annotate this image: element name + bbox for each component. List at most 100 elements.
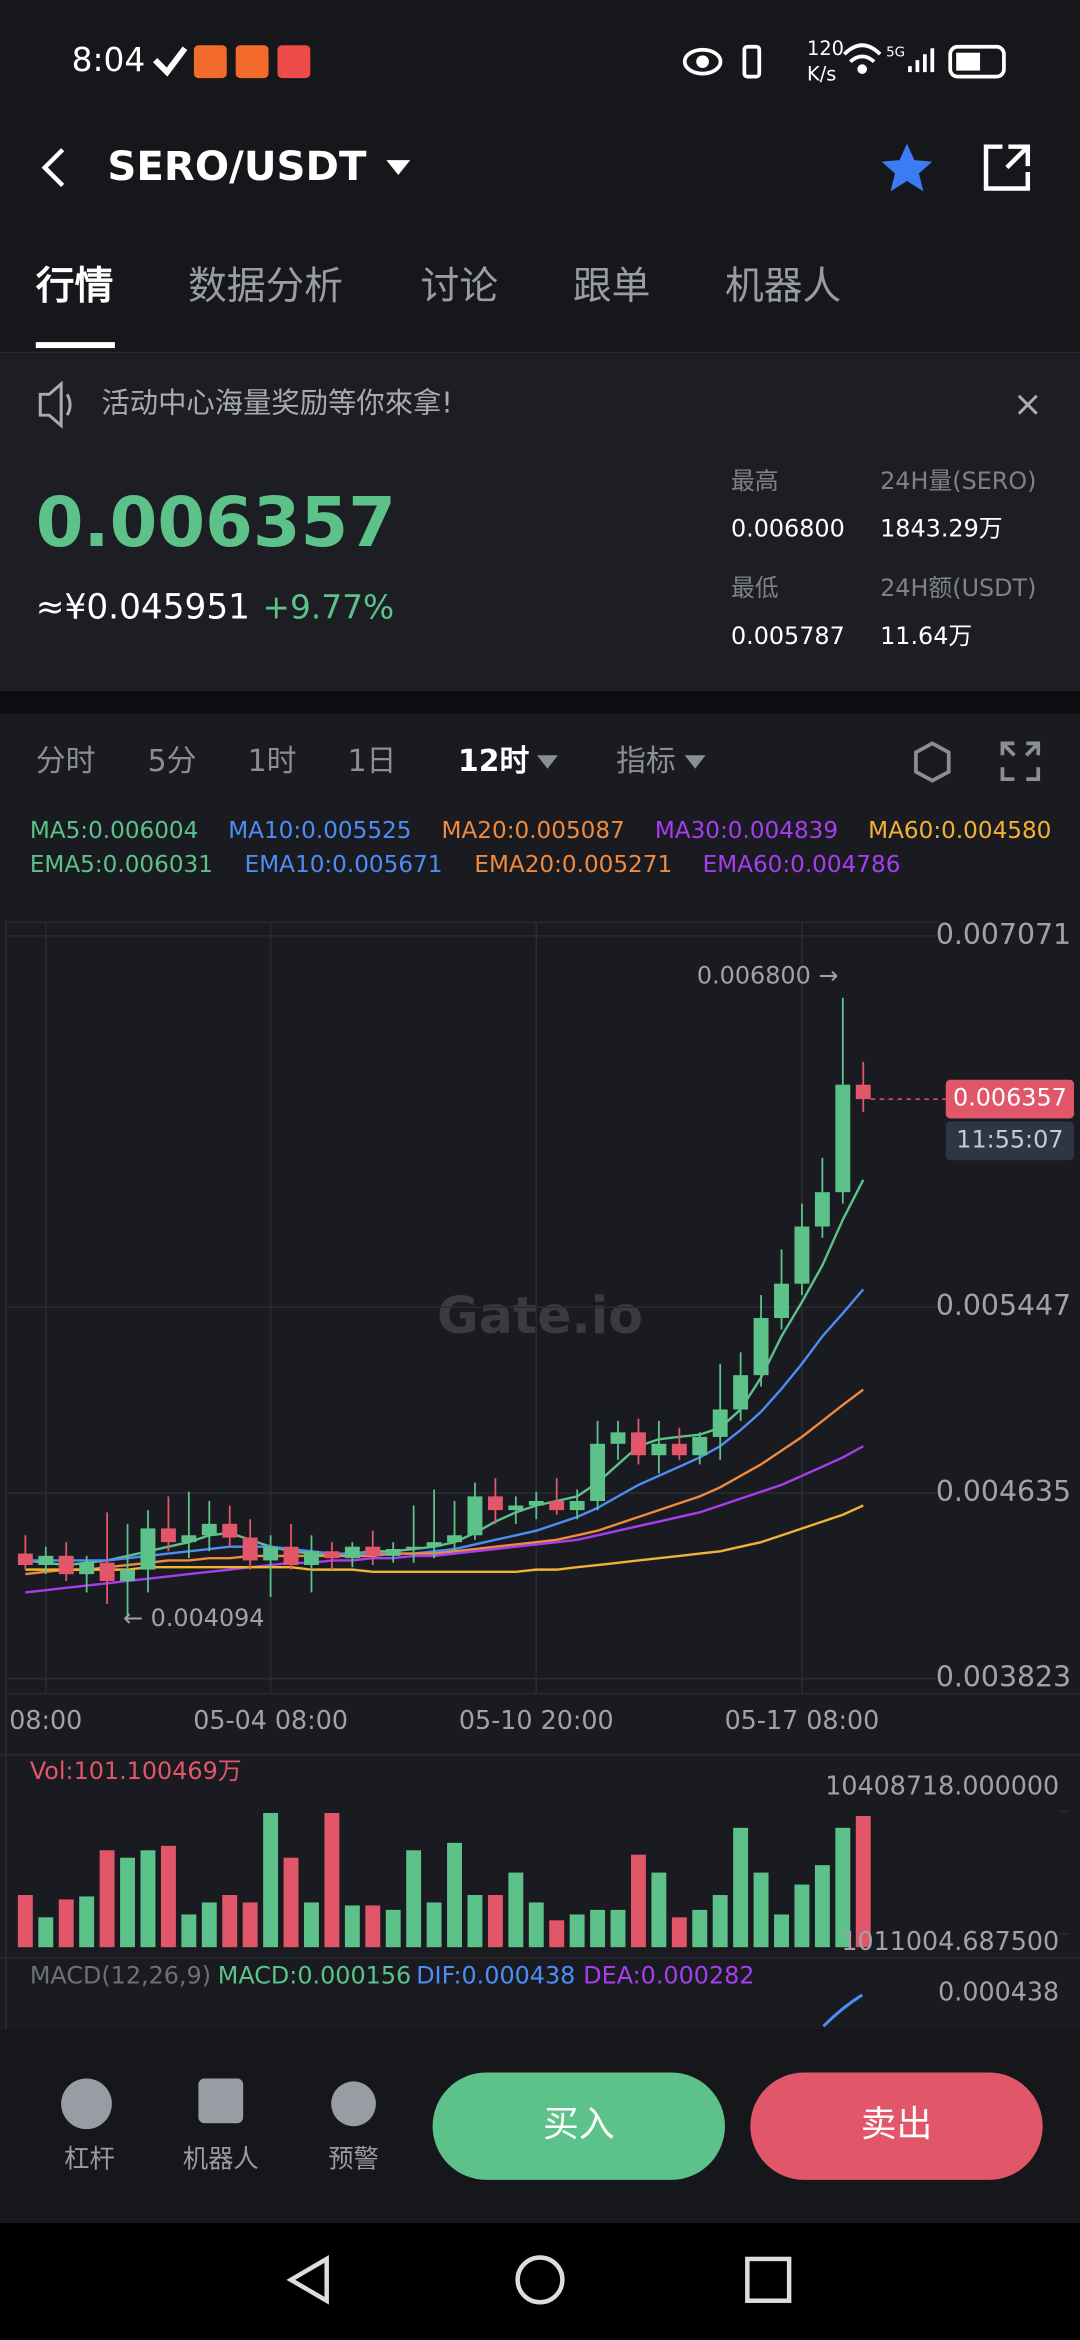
volume-bar [140, 1850, 156, 1948]
chart-panel [0, 713, 1080, 2030]
tab[interactable]: 行情 [36, 264, 114, 309]
x-tick-label: 05-10 20:00 [459, 1705, 614, 1735]
candle-body [692, 1436, 708, 1456]
banner-text[interactable]: 活动中心海量奖励等你來拿! [101, 387, 452, 420]
separator [0, 691, 1080, 714]
legend: MA5:0.006004 MA10:0.005525 MA20:0.005087 MA… [30, 818, 1052, 878]
ma-line [25, 1504, 864, 1574]
interval[interactable]: 指标 [616, 744, 676, 779]
banner-close[interactable] [1017, 394, 1038, 415]
tab[interactable]: 数据分析 [188, 264, 343, 309]
interval[interactable]: 5分 [148, 744, 197, 779]
interval[interactable]: 12时 [458, 744, 530, 779]
signal: 5G [886, 46, 905, 61]
countdown-tag [945, 1121, 1075, 1161]
status-icons [682, 43, 1006, 79]
interval[interactable]: 1日 [348, 744, 397, 779]
candle-body [99, 1562, 115, 1582]
volume-bar [79, 1896, 95, 1948]
last-price: 0.006357 [36, 483, 396, 563]
toolbar: 分时 5分 1时 1日 12时 指标 [36, 744, 676, 779]
y-tick-label: 0.005447 [936, 1289, 1071, 1322]
cny-price: ≈¥0.045951 [36, 588, 250, 628]
volume-bar [610, 1909, 626, 1948]
volume-bar [528, 1902, 544, 1948]
interval[interactable]: 分时 [36, 744, 96, 779]
tool-label[interactable]: 杠杆 [64, 2143, 115, 2173]
back-button[interactable] [41, 148, 65, 188]
macd-label: MACD:0.000156 [218, 1962, 411, 1990]
last-price-label: 0.006357 [953, 1084, 1067, 1112]
candle-body [160, 1528, 176, 1543]
volume-bar [58, 1899, 74, 1948]
candle-body [79, 1562, 95, 1575]
stat-value: 1843.29万 [880, 515, 1003, 543]
candle-body [58, 1555, 74, 1575]
macd-line [822, 1993, 863, 2028]
favorite-star[interactable] [881, 143, 933, 192]
legend-entry: MA30:0.004839 [655, 818, 838, 844]
countdown: 11:55:07 [956, 1125, 1063, 1153]
volume-bar [774, 1914, 789, 1948]
candle-body [590, 1443, 606, 1501]
volume-bar [855, 1815, 871, 1948]
volume-bar [692, 1909, 708, 1948]
candle-body [855, 1084, 871, 1100]
candle-body [222, 1523, 238, 1538]
sell-button[interactable] [750, 2072, 1043, 2180]
sell-label[interactable]: 卖出 [861, 2104, 933, 2145]
volume-bar [406, 1850, 422, 1948]
time: 8:04 [72, 41, 146, 79]
ticker-panel [0, 354, 1080, 692]
volume-bar [487, 1895, 503, 1948]
tab[interactable]: 跟单 [573, 264, 651, 309]
candle-body [447, 1535, 462, 1543]
high-annotation: 0.006800 → [697, 961, 838, 989]
candle-body [753, 1317, 769, 1376]
tool-label[interactable]: 预警 [328, 2143, 379, 2173]
buy-button[interactable] [432, 2072, 725, 2180]
y-tick-label: 10408718.000000 [825, 1771, 1059, 1801]
volume-bar [38, 1917, 54, 1948]
candle-body [120, 1569, 135, 1582]
buy-label[interactable]: 买入 [543, 2104, 615, 2145]
fullscreen-icon[interactable] [1000, 741, 1041, 782]
settings-icon[interactable] [914, 741, 951, 783]
candle-body [671, 1443, 687, 1456]
tools: 杠杆 机器人 预警 [64, 2143, 379, 2173]
candle-body [630, 1432, 646, 1456]
volume-bar [201, 1902, 217, 1948]
legend-entry: EMA60:0.004786 [703, 852, 901, 878]
tool-label[interactable]: 机器人 [183, 2143, 259, 2173]
plot: 0.007071 0.005447 0.004635 0.003823 08:00 05-… [5, 918, 1075, 1956]
tab[interactable]: 讨论 [421, 264, 499, 309]
candle-body [38, 1555, 54, 1566]
nav-buttons[interactable] [286, 2255, 792, 2305]
volume-bar [17, 1895, 33, 1948]
stat-value: 11.64万 [880, 622, 972, 650]
volume-bar [794, 1884, 810, 1948]
candle-body [324, 1551, 340, 1559]
candle-body [814, 1192, 830, 1227]
x-tick-label: 05-17 08:00 [725, 1705, 880, 1735]
volume-bar [753, 1872, 769, 1948]
tab[interactable]: 机器人 [725, 264, 841, 309]
candle-body [467, 1496, 483, 1536]
volume-bar [263, 1812, 279, 1948]
stat-value: 0.006800 [731, 515, 845, 543]
pair-dropdown[interactable] [386, 160, 411, 176]
stat-value: 0.005787 [731, 622, 845, 650]
pair-title[interactable]: SERO/USDT [107, 144, 367, 190]
volume-bar [365, 1905, 381, 1948]
candle-body [835, 1084, 851, 1193]
candle-body [140, 1528, 156, 1570]
y-tick-label: 1011004.687500 [841, 1926, 1059, 1956]
legend-entry: EMA10:0.005671 [245, 852, 443, 878]
interval[interactable]: 1时 [248, 744, 297, 779]
legend-entry: EMA5:0.006031 [30, 852, 213, 878]
macd-tick: 0.000438 [938, 1976, 1059, 2006]
share-button[interactable] [983, 144, 1031, 191]
volume-bar [835, 1827, 851, 1948]
